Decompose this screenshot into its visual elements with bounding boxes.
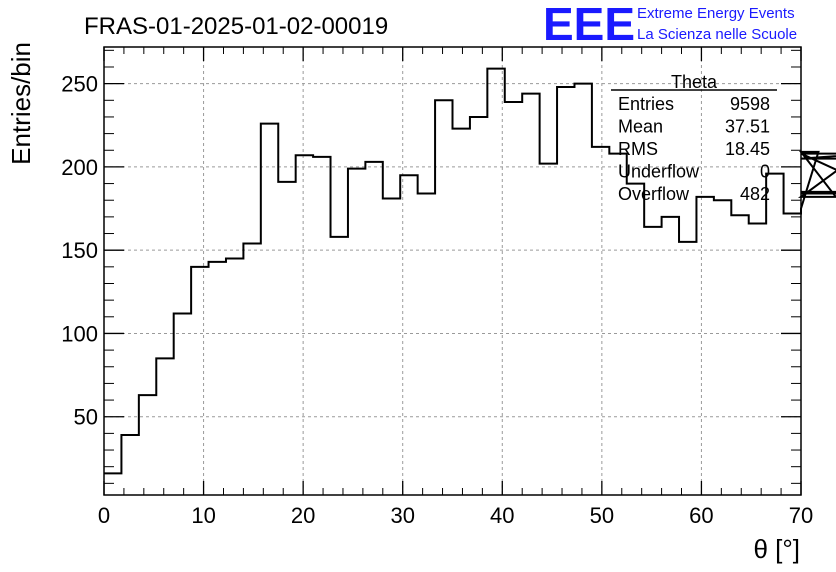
- histogram-outline: [104, 67, 836, 475]
- stats-rows: Entries 9598 Mean 37.51 RMS 18.45 Underflow 0 Ov…: [618, 94, 770, 204]
- histogram-bin: [418, 194, 435, 495]
- histogram-bin: [696, 197, 713, 495]
- x-tick-label: 0: [98, 503, 110, 528]
- x-tick-label: 70: [789, 503, 813, 528]
- histogram-bin: [139, 395, 156, 495]
- histogram-bin: [174, 313, 191, 495]
- histogram-bin: [226, 259, 243, 495]
- histogram-bin: [784, 214, 801, 495]
- stats-label: Entries: [618, 94, 674, 114]
- histogram-bin: [714, 200, 731, 495]
- stats-label: Underflow: [618, 162, 700, 182]
- x-tick-label: 60: [689, 503, 713, 528]
- histogram-bin: [505, 102, 522, 495]
- stats-value: 18.45: [725, 139, 770, 159]
- histogram-bin: [261, 124, 278, 495]
- y-tick-label: 150: [61, 238, 98, 263]
- stats-value: 482: [740, 184, 770, 204]
- stats-value: 0: [760, 162, 770, 182]
- histogram-bin: [644, 227, 661, 495]
- histogram-bin: [540, 164, 557, 495]
- histogram-bin: [557, 87, 574, 495]
- histogram-bin: [383, 199, 400, 495]
- histogram-bin: [104, 473, 121, 495]
- histogram-bin: [296, 155, 313, 495]
- eee-logo: EEE Extreme Energy Events La Scienza nel…: [543, 0, 797, 50]
- x-tick-label: 50: [590, 503, 614, 528]
- stats-value: 9598: [730, 94, 770, 114]
- x-axis-title: θ [°]: [753, 534, 800, 564]
- histogram-bin: [278, 182, 295, 495]
- histogram-bin: [609, 154, 626, 495]
- histogram-bin: [121, 435, 138, 495]
- histogram-bin: [749, 224, 766, 495]
- grid-lines: [104, 47, 801, 495]
- y-tick-label: 200: [61, 155, 98, 180]
- histogram-bin: [243, 244, 260, 495]
- y-tick-label: 50: [74, 405, 98, 430]
- tick-labels: 0 10 20 30 40 50 60 70 50 100 150 200 250: [61, 72, 813, 528]
- stats-label: Mean: [618, 117, 663, 137]
- histogram-bin: [662, 217, 679, 495]
- eee-logo-mark: EEE: [543, 0, 635, 50]
- histogram-bin: [470, 117, 487, 495]
- histogram-bin: [313, 157, 330, 495]
- histogram-bin: [365, 162, 382, 495]
- histogram-bin: [592, 147, 609, 495]
- chart-title: FRAS-01-2025-01-02-00019: [84, 13, 388, 40]
- histogram-bin: [400, 175, 417, 495]
- logo-line-2: La Scienza nelle Scuole: [637, 26, 797, 43]
- histogram-bin: [487, 69, 504, 495]
- histogram-bin: [331, 237, 348, 495]
- plot-frame: [103, 46, 802, 496]
- histogram-bin: [574, 84, 591, 495]
- stats-name: Theta: [671, 72, 718, 92]
- x-tick-label: 30: [390, 503, 414, 528]
- histogram-bin: [156, 358, 173, 495]
- x-tick-label: 20: [291, 503, 315, 528]
- logo-line-1: Extreme Energy Events: [637, 5, 795, 22]
- x-tick-label: 10: [191, 503, 215, 528]
- histogram-bins: [104, 67, 836, 495]
- stats-label: RMS: [618, 139, 658, 159]
- histogram-bin: [627, 184, 644, 495]
- histogram-bin: [453, 129, 470, 495]
- y-axis-title: Entries/bin: [6, 42, 36, 165]
- stats-box: Theta Entries 9598 Mean 37.51 RMS 18.45 Underf…: [611, 72, 777, 204]
- histogram-bin: [522, 94, 539, 495]
- y-tick-label: 250: [61, 72, 98, 97]
- y-tick-label: 100: [61, 321, 98, 346]
- histogram-bin: [679, 242, 696, 495]
- histogram-bin: [435, 100, 452, 495]
- histogram-bin: [209, 262, 226, 495]
- histogram-bin: [766, 174, 783, 495]
- histogram-bin: [191, 267, 208, 495]
- histogram-bin: [731, 215, 748, 495]
- stats-label: Overflow: [618, 184, 690, 204]
- histogram-bin: [348, 169, 365, 495]
- x-tick-label: 40: [490, 503, 514, 528]
- stats-value: 37.51: [725, 117, 770, 137]
